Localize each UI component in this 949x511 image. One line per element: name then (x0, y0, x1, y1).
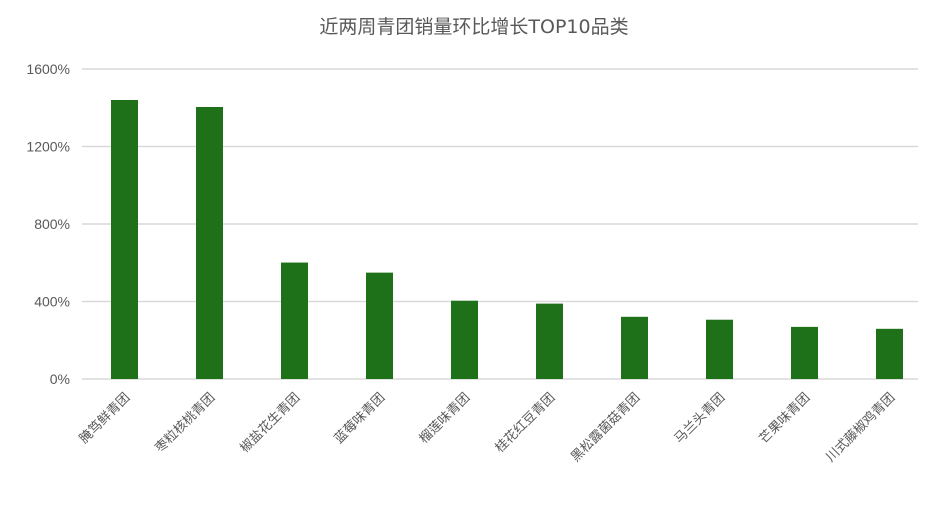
x-tick-label: 枣粒核桃青团 (153, 390, 219, 456)
x-tick-label: 桂花红豆青团 (492, 390, 558, 456)
bar (791, 326, 818, 379)
bar (366, 272, 393, 379)
bar (876, 328, 903, 379)
bar (281, 262, 308, 379)
x-tick-label: 川式藤椒鸡青团 (823, 390, 899, 466)
y-tick-label: 400% (34, 294, 70, 310)
x-tick-label: 椒盐花生青团 (237, 390, 303, 456)
x-tick-label: 蓝莓味青团 (332, 390, 389, 447)
x-tick-label: 腌笃鲜青团 (76, 390, 133, 447)
y-tick-label: 800% (34, 216, 70, 232)
x-tick-label: 马兰头青团 (672, 390, 729, 447)
y-tick-label: 1200% (26, 139, 70, 155)
bar (536, 303, 563, 379)
bar (111, 100, 138, 379)
x-tick-label: 芒果味青团 (756, 390, 813, 447)
bar (706, 319, 733, 379)
bar (621, 316, 648, 379)
bar (451, 300, 478, 379)
chart-title: 近两周青团销量环比增长TOP10品类 (319, 16, 628, 38)
bar (196, 106, 223, 379)
x-tick-label: 榴莲味青团 (417, 390, 474, 447)
y-tick-label: 1600% (26, 61, 70, 77)
x-tick-label: 黑松露菌菇青团 (568, 390, 643, 465)
y-tick-label: 0% (50, 371, 70, 387)
